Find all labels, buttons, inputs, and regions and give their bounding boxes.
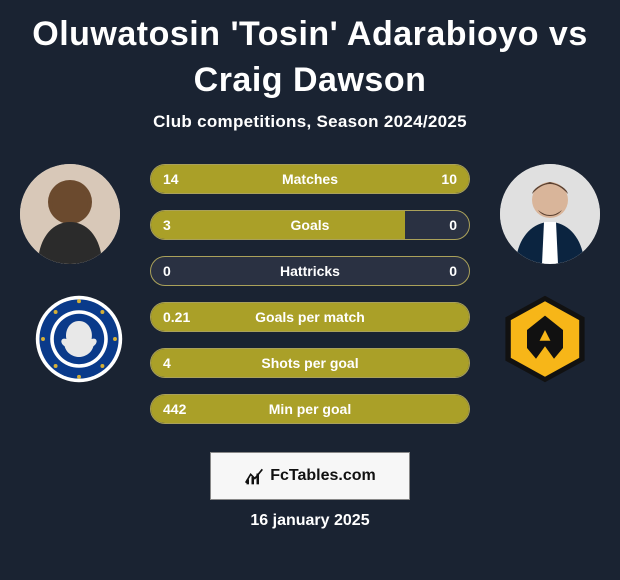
stat-value-right: 10 (429, 165, 469, 193)
stat-row: Min per goal442 (150, 394, 470, 424)
stat-value-left: 3 (151, 211, 183, 239)
stat-label: Matches (151, 165, 469, 193)
stat-label: Min per goal (151, 395, 469, 423)
date-label: 16 january 2025 (10, 512, 610, 530)
generic-person-icon (20, 164, 120, 264)
stat-value-left: 14 (151, 165, 191, 193)
stat-value-right (445, 395, 469, 423)
comparison-area: Matches1410Goals30Hattricks00Goals per m… (10, 154, 610, 444)
subtitle: Club competitions, Season 2024/2025 (10, 112, 610, 132)
brand-text: FcTables.com (270, 467, 376, 485)
stat-row: Matches14 10 (150, 164, 470, 194)
stat-value-right: 0 (437, 211, 469, 239)
stat-row: Hattricks0 0 (150, 256, 470, 286)
stat-label: Hattricks (151, 257, 469, 285)
stat-value-left: 442 (151, 395, 198, 423)
stat-value-left: 0.21 (151, 303, 202, 331)
generic-person-icon (500, 164, 600, 264)
page-title: Oluwatosin 'Tosin' Adarabioyo vs Craig D… (10, 12, 610, 104)
stat-value-left: 0 (151, 257, 183, 285)
stat-label: Goals (151, 211, 469, 239)
left-club-crest (34, 294, 124, 384)
brand-badge: FcTables.com (210, 452, 410, 500)
wolves-crest-icon (500, 294, 590, 384)
stat-bars: Matches1410Goals30Hattricks00Goals per m… (150, 164, 470, 440)
stat-label: Shots per goal (151, 349, 469, 377)
stat-row: Goals per match0.21 (150, 302, 470, 332)
chart-icon (244, 466, 264, 486)
stat-row: Shots per goal4 (150, 348, 470, 378)
left-player-avatar (20, 164, 120, 264)
stat-value-right (445, 303, 469, 331)
stat-value-left: 4 (151, 349, 183, 377)
chelsea-crest-icon (34, 294, 124, 384)
stat-row: Goals3 0 (150, 210, 470, 240)
right-club-crest (500, 294, 590, 384)
right-player-avatar (500, 164, 600, 264)
stat-value-right (445, 349, 469, 377)
stat-value-right: 0 (437, 257, 469, 285)
